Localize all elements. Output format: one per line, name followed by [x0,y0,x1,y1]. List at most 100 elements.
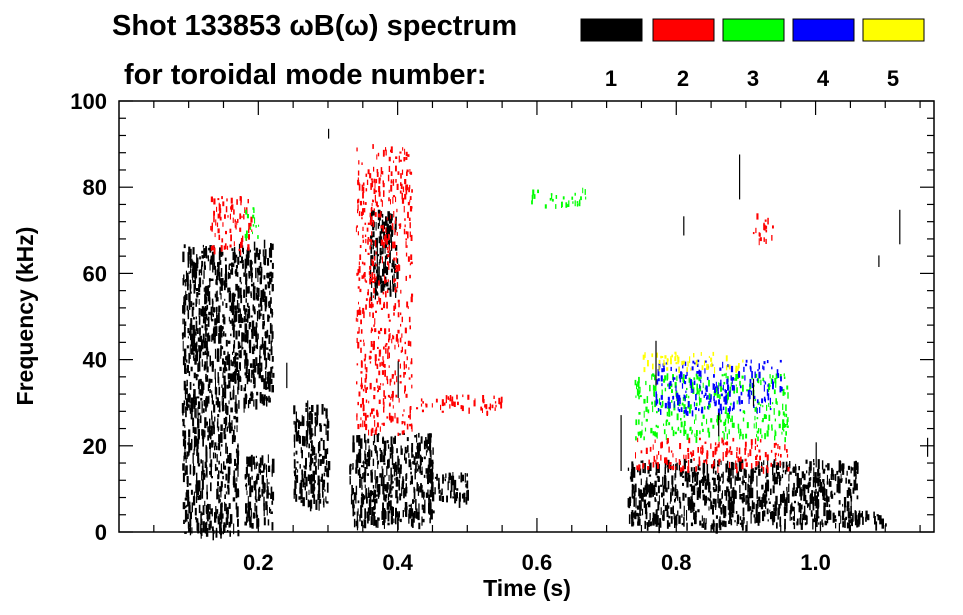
spectrum-point-mode-2 [210,246,213,251]
spectrum-point-mode-1 [216,454,218,463]
spectrum-point-mode-1 [239,345,242,349]
spectrum-point-mode-2 [387,313,390,319]
spectrum-point-mode-4 [712,383,714,390]
spectrum-point-mode-1 [389,447,392,453]
spectrum-point-mode-2 [378,336,380,340]
spectrum-point-mode-2 [210,225,212,231]
spectrum-point-mode-1 [192,280,195,284]
spectrum-point-mode-1 [196,481,199,487]
spectrum-point-mode-4 [660,395,663,400]
spectrum-point-mode-3 [737,423,740,429]
spectrum-point-mode-3 [710,418,713,423]
spectrum-point-mode-2 [370,341,373,347]
spectrum-point-mode-1 [428,494,431,500]
spectrum-point-mode-1 [203,270,205,279]
spectrum-point-mode-1 [425,437,427,447]
spectrum-point-mode-1 [842,463,845,468]
spectrum-point-mode-1 [806,470,808,474]
spectrum-point-mode-1 [425,492,428,498]
spectrum-point-mode-1 [309,430,312,440]
spectrum-point-mode-2 [363,342,365,347]
spectrum-point-mode-1 [226,507,228,519]
spectrum-point-mode-4 [678,408,681,413]
spectrum-point-mode-2 [498,397,501,405]
spectrum-point-mode-1 [252,289,255,300]
spectrum-point-mode-3 [551,193,553,200]
spectrum-point-mode-1 [379,473,382,478]
spectrum-point-mode-1 [233,415,236,420]
spectrum-point-mode-2 [441,399,444,407]
spectrum-point-mode-1 [371,507,374,517]
spectrum-point-mode-1 [187,364,189,373]
spectrum-point-mode-4 [712,383,715,387]
spectrum-point-mode-2 [747,453,749,458]
spectrum-point-mode-1 [234,305,236,310]
spectrum-point-mode-4 [684,395,686,399]
spectrum-point-mode-1 [326,420,330,429]
spectrum-point-mode-1 [377,274,380,285]
spectrum-point-mode-1 [263,256,267,266]
spectrum-point-mode-1 [255,505,258,516]
spectrum-point-mode-1 [369,269,372,279]
spectrum-point-mode-2 [369,212,371,218]
spectrum-point-mode-1 [264,367,267,370]
spectrum-point-mode-4 [693,401,695,407]
spectrum-point-mode-2 [361,184,364,192]
spectrum-point-mode-1 [395,461,397,472]
spectrum-point-mode-2 [670,466,673,469]
spectrum-point-mode-1 [200,308,203,317]
spectrum-point-mode-1 [776,522,778,529]
spectrum-point-mode-1 [393,266,396,274]
spectrum-point-mode-2 [402,147,404,151]
spectrum-point-mode-1 [395,514,397,525]
spectrum-point-mode-1 [682,475,685,478]
spectrum-point-mode-2 [744,448,746,455]
spectrum-point-mode-1 [209,355,211,367]
spectrum-point-mode-1 [201,429,204,436]
spectrum-point-mode-1 [258,494,261,498]
spectrum-point-mode-1 [384,509,386,518]
spectrum-point-mode-3 [651,374,653,380]
spectrum-point-mode-1 [232,373,234,382]
spectrum-point-mode-1 [209,245,212,253]
spectrum-point-mode-4 [706,376,709,381]
spectrum-point-mode-3 [579,202,581,207]
spectrum-point-mode-1 [230,333,232,337]
spectrum-point-mode-1 [193,343,196,352]
spectrum-point-mode-5 [696,359,698,365]
spectrum-point-mode-1 [383,261,385,272]
spectrum-point-mode-1 [706,473,710,485]
spectrum-point-mode-1 [648,484,651,494]
spectrum-point-mode-2 [396,282,399,289]
spectrum-point-mode-2 [371,408,373,415]
spectrum-point-mode-1 [644,520,646,529]
spectrum-point-mode-4 [676,392,679,399]
spectrum-point-mode-2 [691,453,693,458]
spectrum-point-mode-1 [206,285,209,297]
spectrum-point-mode-1 [213,421,215,424]
spectrum-point-mode-1 [454,479,457,490]
spectrum-point-mode-3 [656,411,658,414]
spectrum-point-mode-1 [308,407,311,410]
spectrum-point-mode-3 [254,217,256,224]
spectrum-point-mode-1 [846,470,848,476]
spectrum-point-mode-1 [196,298,198,304]
spectrum-point-mode-2 [380,383,382,386]
spectrum-point-mode-4 [707,395,709,400]
spectrum-point-mode-1 [642,487,646,497]
spectrum-point-mode-1 [723,506,727,517]
spectrum-point-mode-1 [258,303,260,308]
spectrum-point-mode-2 [372,199,374,202]
spectrum-point-mode-1 [375,222,377,231]
spectrum-point-mode-2 [359,245,362,248]
spectrum-point-mode-1 [250,391,253,402]
spectrum-point-mode-2 [480,406,483,411]
spectrum-point-mode-1 [184,363,187,373]
spectrum-point-mode-2 [394,228,396,236]
spectrum-point-mode-3 [754,415,756,421]
spectrum-point-mode-1 [301,473,304,483]
spectrum-point-mode-3 [252,207,255,210]
spectrum-point-mode-1 [271,464,275,473]
spectrum-point-mode-1 [299,487,302,494]
spectrum-point-mode-1 [220,293,222,300]
